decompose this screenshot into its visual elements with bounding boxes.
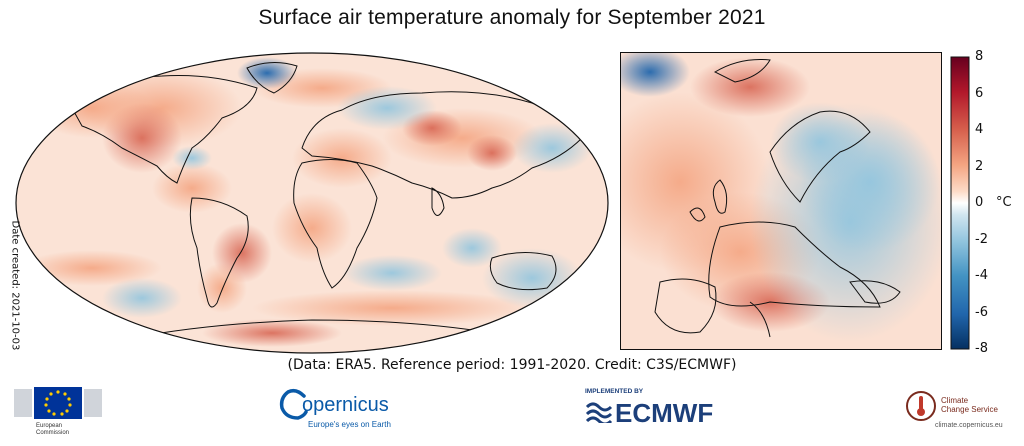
- colorbar-tick-label: 2: [975, 158, 984, 174]
- ec-label-2: Commission: [36, 430, 70, 436]
- colorbar: [950, 56, 970, 350]
- ec-emblem-icon: [14, 387, 102, 419]
- colorbar-tick-label: 6: [975, 85, 984, 101]
- colorbar-tick-label: -8: [975, 341, 988, 356]
- europe-anomaly-map: [620, 52, 942, 350]
- copernicus-c-icon: [279, 388, 308, 420]
- thermometer-icon: [906, 391, 936, 421]
- colorbar-unit: °C: [996, 195, 1012, 210]
- colorbar-tick-label: -6: [975, 304, 988, 320]
- ecmwf-implemented-by: IMPLEMENTED BY: [585, 388, 644, 395]
- c3s-url: climate.copernicus.eu: [935, 422, 1003, 429]
- colorbar-tick-label: 0: [975, 195, 984, 210]
- caption: (Data: ERA5. Reference period: 1991-2020…: [287, 357, 737, 373]
- ecmwf-name: ECMWF: [615, 398, 714, 428]
- colorbar-tick-label: 8: [975, 49, 984, 64]
- colorbar-tick-label: -4: [975, 268, 988, 283]
- copernicus-logo: opernicus Europe's eyes on Earth: [278, 388, 408, 438]
- c3s-logo: Climate Change Service climate.copernicu…: [905, 388, 1020, 438]
- date-created: Date created: 2021-10-03: [9, 220, 21, 351]
- copernicus-name: opernicus: [302, 394, 389, 416]
- ecmwf-wave-icon: [585, 402, 613, 423]
- copernicus-tagline: Europe's eyes on Earth: [308, 420, 391, 429]
- chart-title: Surface air temperature anomaly for Sept…: [258, 6, 766, 29]
- colorbar-tick-label: 4: [975, 122, 984, 137]
- ec-logo: European Commission: [14, 383, 104, 441]
- c3s-label-1: Climate: [941, 396, 969, 405]
- world-anomaly-map: [15, 52, 609, 354]
- ecmwf-logo: IMPLEMENTED BY ECMWF: [585, 388, 765, 433]
- c3s-label-2: Change Service: [941, 405, 998, 414]
- ec-label-1: European: [36, 423, 63, 429]
- colorbar-tick-label: -2: [975, 231, 988, 247]
